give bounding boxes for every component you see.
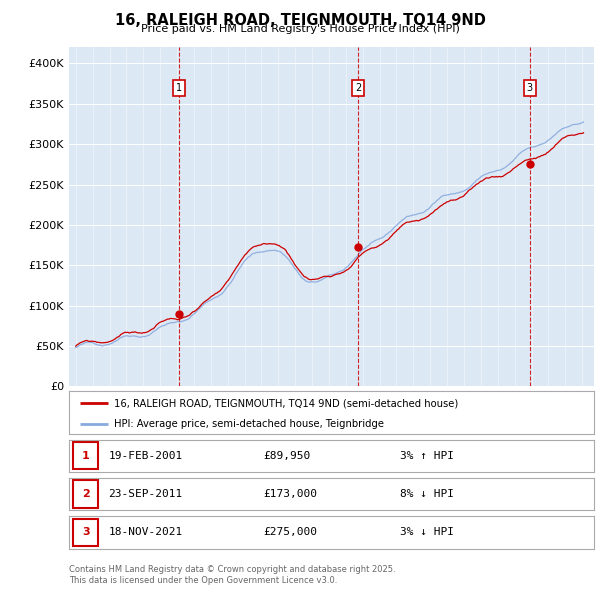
Text: 1: 1: [176, 83, 182, 93]
Text: 3: 3: [527, 83, 533, 93]
Text: Price paid vs. HM Land Registry's House Price Index (HPI): Price paid vs. HM Land Registry's House …: [140, 24, 460, 34]
Text: 3: 3: [82, 527, 89, 537]
Text: £275,000: £275,000: [263, 527, 317, 537]
Text: 16, RALEIGH ROAD, TEIGNMOUTH, TQ14 9ND (semi-detached house): 16, RALEIGH ROAD, TEIGNMOUTH, TQ14 9ND (…: [113, 398, 458, 408]
Text: 2: 2: [355, 83, 361, 93]
Text: 23-SEP-2011: 23-SEP-2011: [109, 489, 182, 499]
Text: 19-FEB-2001: 19-FEB-2001: [109, 451, 182, 461]
FancyBboxPatch shape: [73, 480, 98, 508]
Text: 8% ↓ HPI: 8% ↓ HPI: [400, 489, 454, 499]
Text: £173,000: £173,000: [263, 489, 317, 499]
FancyBboxPatch shape: [73, 519, 98, 546]
Text: 18-NOV-2021: 18-NOV-2021: [109, 527, 182, 537]
Text: 1: 1: [82, 451, 89, 461]
Text: 16, RALEIGH ROAD, TEIGNMOUTH, TQ14 9ND: 16, RALEIGH ROAD, TEIGNMOUTH, TQ14 9ND: [115, 13, 485, 28]
FancyBboxPatch shape: [73, 442, 98, 470]
Text: HPI: Average price, semi-detached house, Teignbridge: HPI: Average price, semi-detached house,…: [113, 419, 383, 430]
Text: 3% ↑ HPI: 3% ↑ HPI: [400, 451, 454, 461]
Text: 3% ↓ HPI: 3% ↓ HPI: [400, 527, 454, 537]
Text: Contains HM Land Registry data © Crown copyright and database right 2025.
This d: Contains HM Land Registry data © Crown c…: [69, 565, 395, 585]
Text: 2: 2: [82, 489, 89, 499]
Text: £89,950: £89,950: [263, 451, 311, 461]
